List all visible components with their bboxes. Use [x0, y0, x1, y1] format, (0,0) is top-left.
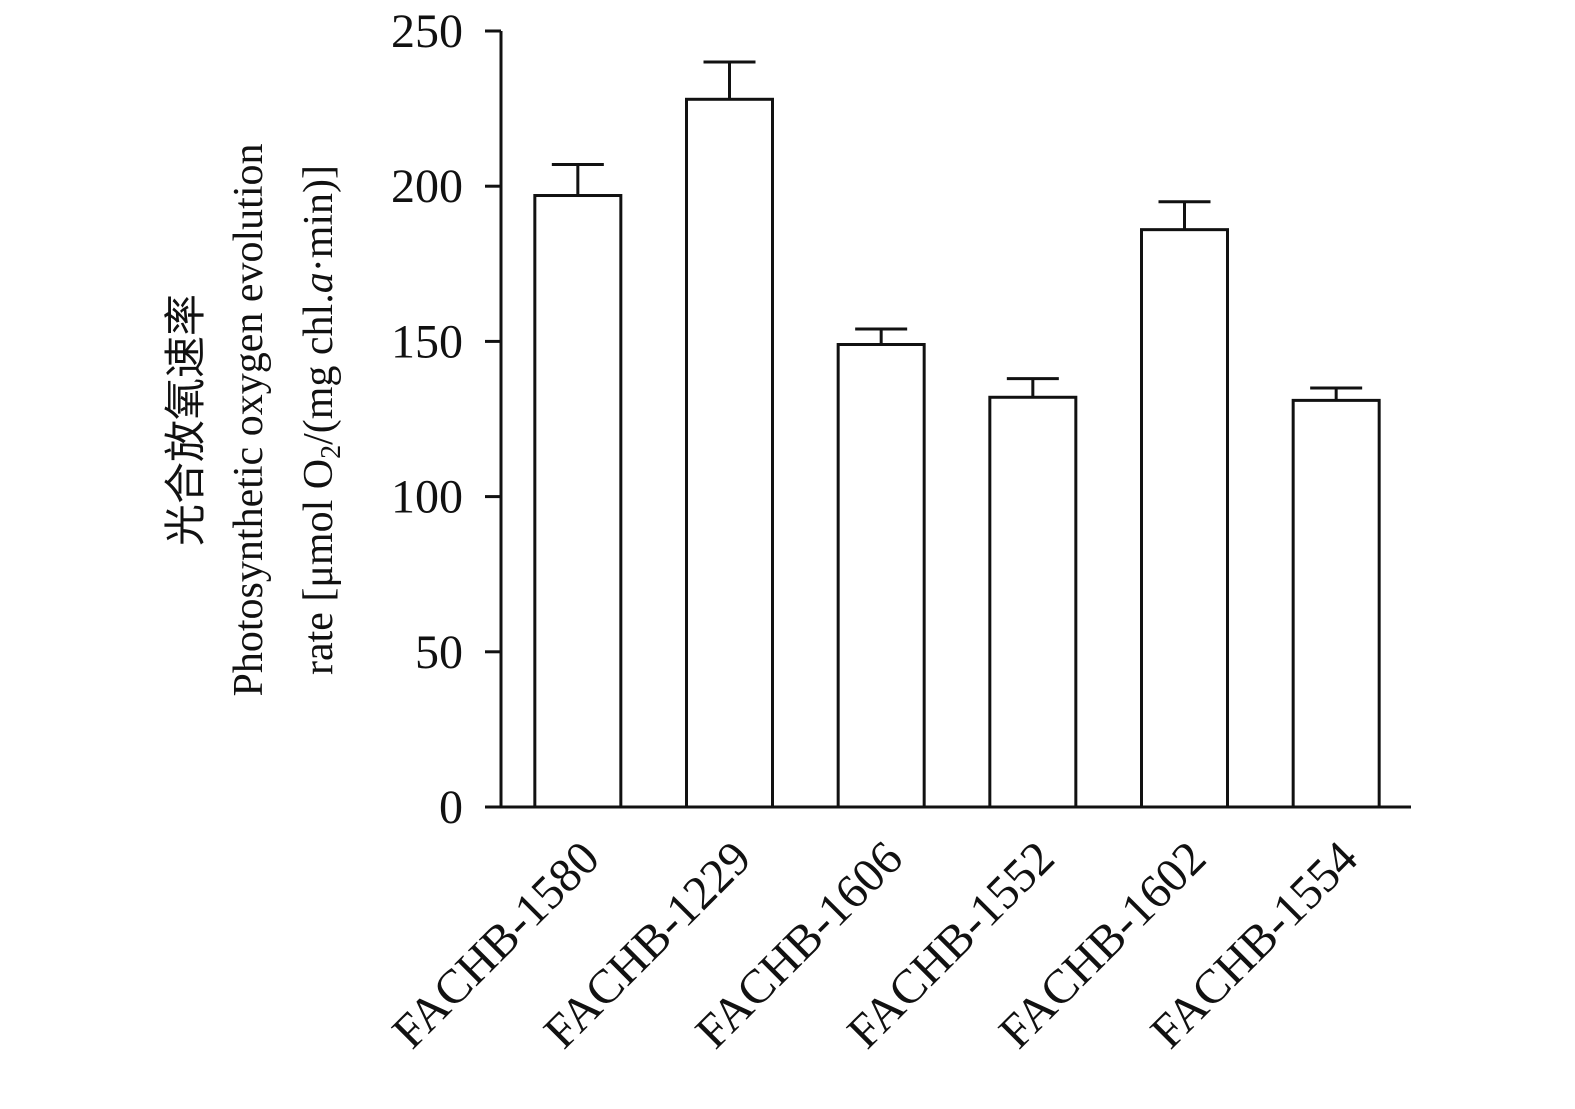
error-bars [551, 60, 1363, 401]
y-tick-label: 200 [391, 160, 463, 213]
y-axis-title-subscript: 2 [316, 445, 347, 459]
bar [1140, 228, 1229, 809]
error-bar [1310, 386, 1363, 401]
y-axis-ticks: 0 50 100 150 200 250 [391, 5, 501, 834]
y-axis-title-part-a: rate [μmol O [296, 459, 342, 675]
x-axis-category-labels: FACHB-1580FACHB-1229FACHB-1606FACHB-1552… [382, 831, 1368, 1058]
y-axis-title-line-3: rate [μmol O2/(mg chl.a·min)] [296, 165, 347, 675]
y-axis-title: 光合放氧速率 Photosynthetic oxygen evolution r… [163, 144, 347, 697]
bars [533, 97, 1381, 809]
y-axis-title-line-2: Photosynthetic oxygen evolution [226, 144, 272, 697]
y-tick-label: 100 [391, 471, 463, 524]
error-bar [1006, 377, 1059, 398]
error-bar [1158, 200, 1211, 230]
y-tick-label: 0 [439, 781, 463, 834]
y-axis-title-italic: a [296, 272, 342, 293]
bar [836, 343, 926, 809]
y-tick-label: 50 [415, 626, 463, 679]
error-bar [703, 60, 756, 100]
y-axis-title-line-1: 光合放氧速率 [163, 294, 210, 546]
bar [1291, 398, 1381, 809]
y-tick-label: 250 [391, 5, 463, 58]
bar [533, 194, 623, 809]
y-tick-label: 150 [391, 315, 463, 368]
bar [988, 395, 1078, 809]
bar [685, 97, 774, 809]
error-bar [551, 162, 604, 196]
error-bar [855, 327, 908, 345]
y-axis-title-part-b: /(mg chl. [296, 293, 342, 445]
y-axis-title-part-c: ·min)] [296, 165, 342, 272]
